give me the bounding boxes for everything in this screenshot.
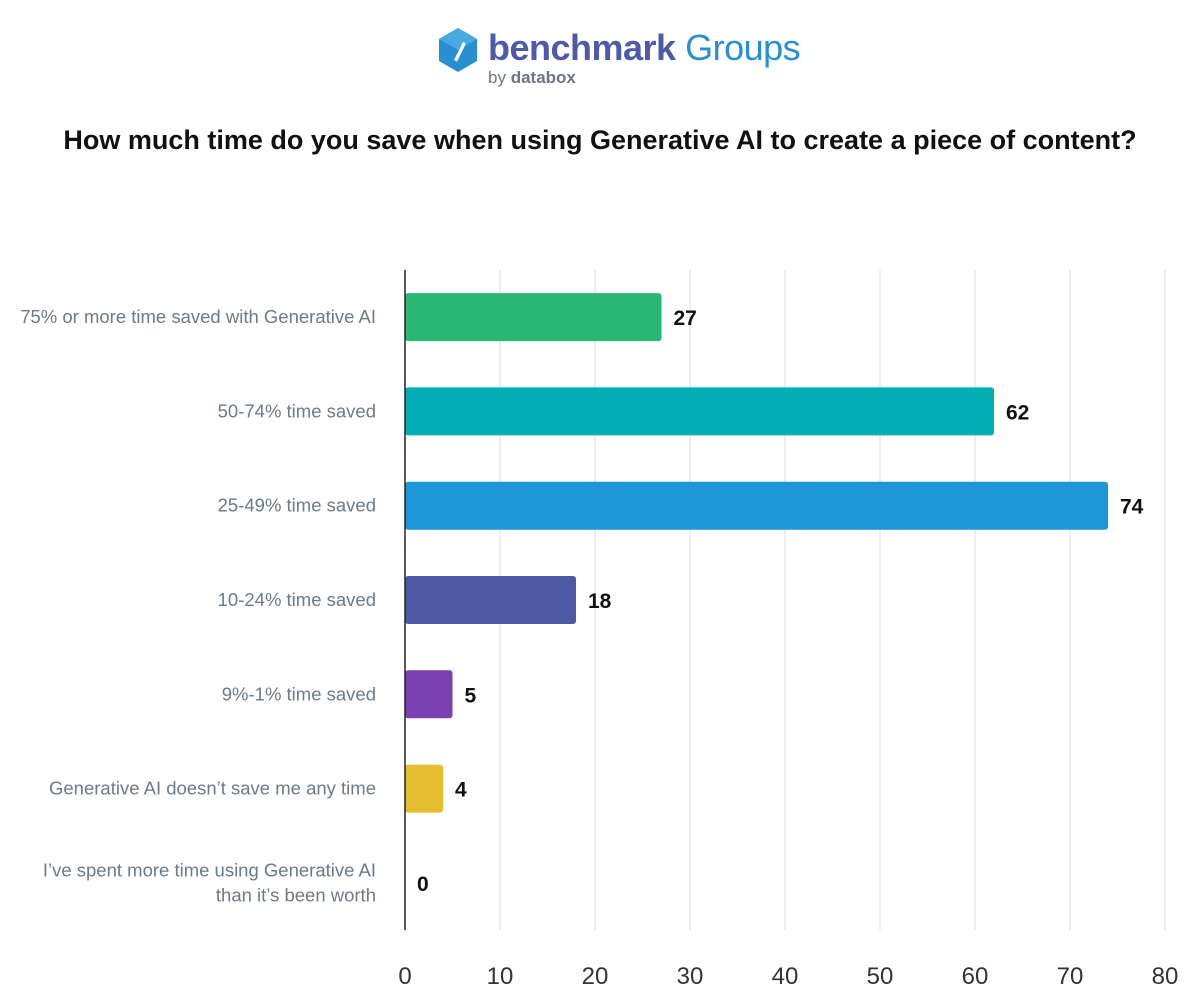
logo-byline-prefix: by [488, 68, 506, 87]
category-label: I’ve spent more time using Generative AI… [43, 859, 376, 905]
x-tick-label: 30 [677, 963, 704, 990]
x-tick-label: 50 [867, 963, 894, 990]
logo-brand-text: benchmark Groups [488, 24, 801, 72]
data-label: 27 [674, 307, 697, 330]
chart-title: How much time do you save when using Gen… [63, 125, 1137, 155]
category-label: 10-24% time saved [218, 589, 376, 610]
benchmark-logo: benchmark Groups by databox [436, 24, 801, 94]
x-tick-label: 20 [582, 963, 609, 990]
bar [405, 764, 443, 813]
data-label: 18 [588, 590, 612, 613]
x-tick-label: 10 [487, 963, 514, 990]
data-label: 5 [465, 684, 477, 707]
x-tick-label: 60 [962, 963, 989, 990]
x-tick-label: 70 [1057, 963, 1084, 990]
logo-hexagon-icon [439, 28, 477, 72]
bar [405, 670, 453, 719]
logo-byline-name: databox [510, 68, 576, 87]
category-label: Generative AI doesn’t save me any time [49, 778, 376, 799]
category-label: 9%-1% time saved [222, 683, 376, 704]
data-label: 4 [455, 779, 467, 802]
x-tick-label: 0 [398, 963, 411, 990]
category-label: 50-74% time saved [218, 400, 376, 421]
bars [405, 293, 1108, 813]
data-label: 62 [1006, 401, 1029, 424]
logo-byline: by databox [488, 68, 576, 88]
x-tick-label: 40 [772, 963, 799, 990]
x-axis-ticks: 0 10 20 30 40 50 60 70 80 [398, 963, 1178, 990]
bar [405, 576, 576, 624]
bar [405, 481, 1108, 530]
bar [405, 387, 994, 436]
data-label: 74 [1120, 496, 1144, 519]
logo-brand-main: benchmark [488, 27, 676, 68]
category-label: 75% or more time saved with Generative A… [20, 306, 376, 327]
x-tick-label: 80 [1152, 963, 1179, 990]
logo-brand-sub: Groups [685, 27, 801, 68]
category-label: 25-49% time saved [218, 495, 376, 516]
gridlines [499, 270, 1166, 930]
labels: 27 75% or more time saved with Generative… [20, 306, 1143, 905]
bar [405, 293, 662, 342]
data-label: 0 [417, 873, 429, 896]
